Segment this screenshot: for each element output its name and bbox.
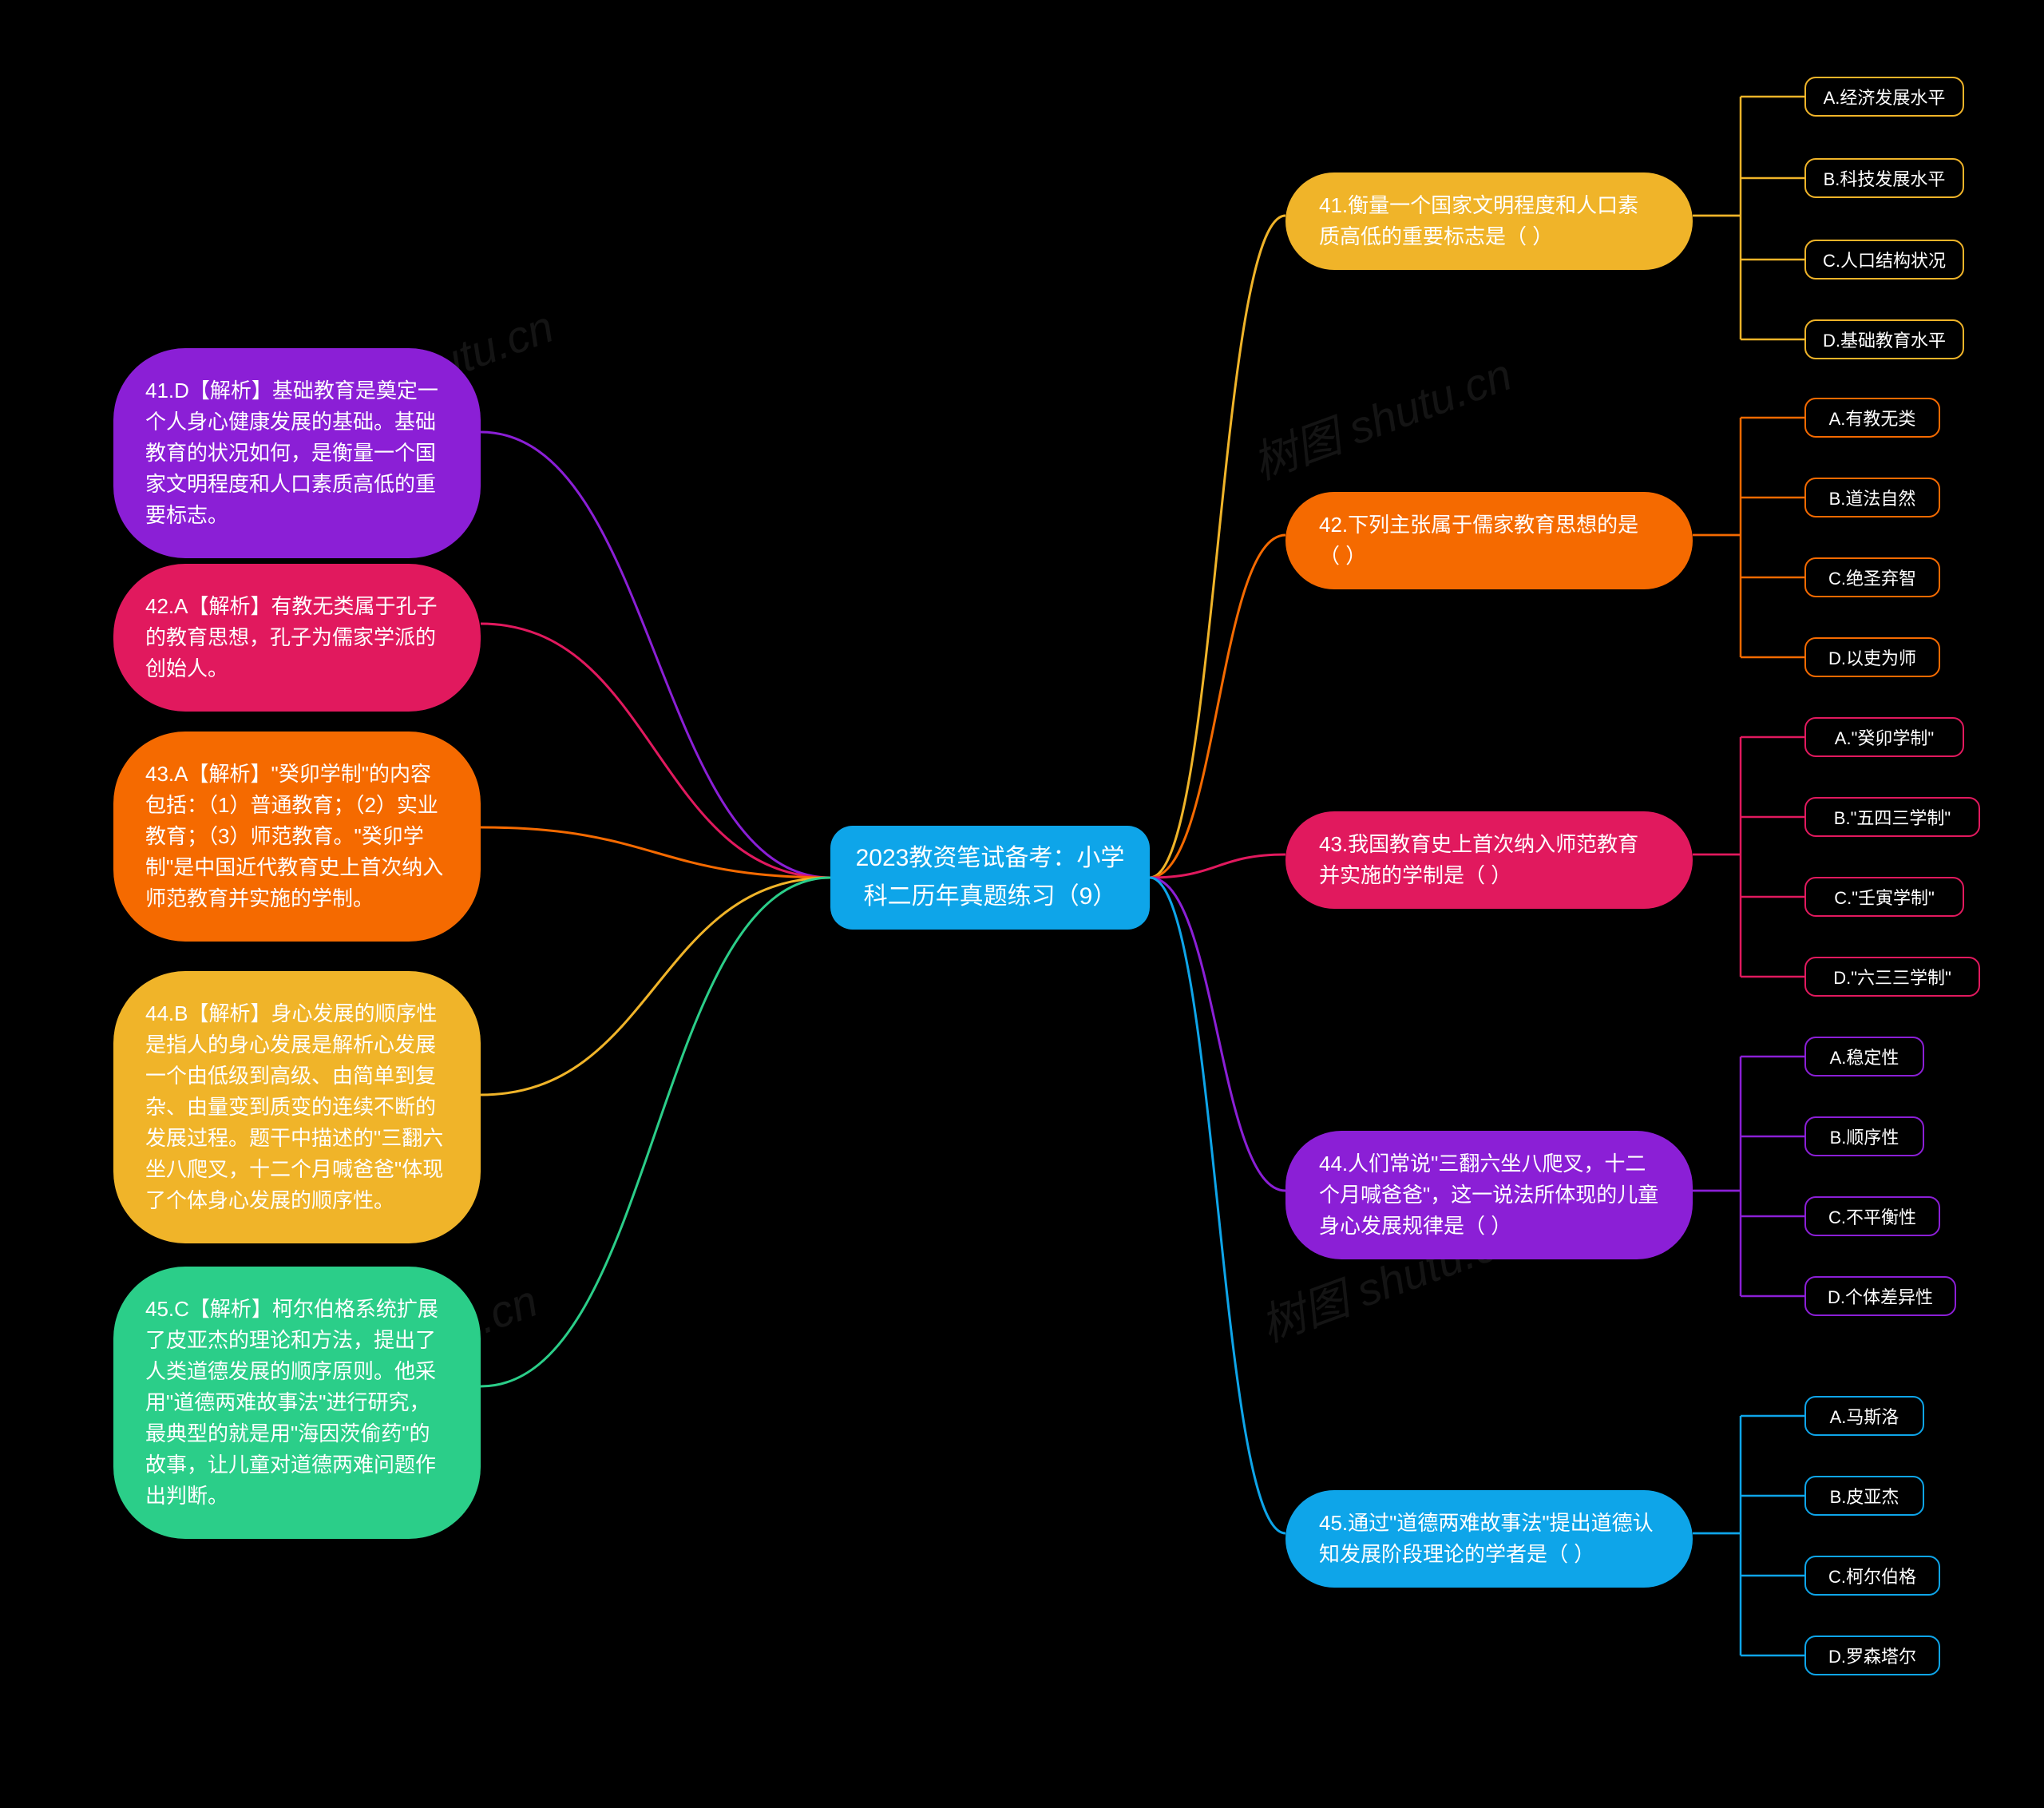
- q45-node: 45.通过"道德两难故事法"提出道德认知发展阶段理论的学者是（ ）: [1285, 1490, 1693, 1588]
- q44-opt-0: A.稳定性: [1804, 1037, 1924, 1076]
- a43-node: 43.A【解析】"癸卯学制"的内容包括：（1）普通教育；（2）实业教育；（3）师…: [113, 732, 481, 942]
- q45-opt-3: D.罗森塔尔: [1804, 1636, 1940, 1675]
- q41-opt-1: B.科技发展水平: [1804, 158, 1964, 198]
- q42-opt-2: C.绝圣弃智: [1804, 557, 1940, 597]
- a44-node: 44.B【解析】身心发展的顺序性是指人的身心发展是解析心发展一个由低级到高级、由…: [113, 971, 481, 1243]
- q45-opt-1: B.皮亚杰: [1804, 1476, 1924, 1516]
- center-node: 2023教资笔试备考：小学科二历年真题练习（9）: [830, 826, 1150, 930]
- q45-opt-2: C.柯尔伯格: [1804, 1556, 1940, 1596]
- q44-opt-1: B.顺序性: [1804, 1116, 1924, 1156]
- q41-opt-0: A.经济发展水平: [1804, 77, 1964, 117]
- q42-node: 42.下列主张属于儒家教育思想的是（ ）: [1285, 492, 1693, 589]
- q44-node: 44.人们常说"三翻六坐八爬叉，十二个月喊爸爸"，这一说法所体现的儿童身心发展规…: [1285, 1131, 1693, 1259]
- q43-opt-1: B."五四三学制": [1804, 797, 1980, 837]
- q42-opt-0: A.有教无类: [1804, 398, 1940, 438]
- q42-opt-1: B.道法自然: [1804, 478, 1940, 517]
- q43-opt-3: D."六三三学制": [1804, 957, 1980, 997]
- a41-node: 41.D【解析】基础教育是奠定一个人身心健康发展的基础。基础教育的状况如何，是衡…: [113, 348, 481, 558]
- q41-opt-2: C.人口结构状况: [1804, 240, 1964, 280]
- q44-opt-3: D.个体差异性: [1804, 1276, 1956, 1316]
- q43-opt-2: C."壬寅学制": [1804, 877, 1964, 917]
- q43-opt-0: A."癸卯学制": [1804, 717, 1964, 757]
- q44-opt-2: C.不平衡性: [1804, 1196, 1940, 1236]
- q43-node: 43.我国教育史上首次纳入师范教育并实施的学制是（ ）: [1285, 811, 1693, 909]
- a45-node: 45.C【解析】柯尔伯格系统扩展了皮亚杰的理论和方法，提出了人类道德发展的顺序原…: [113, 1267, 481, 1539]
- q41-node: 41.衡量一个国家文明程度和人口素质高低的重要标志是（ ）: [1285, 172, 1693, 270]
- watermark: 树图 shutu.cn: [1242, 339, 1519, 492]
- q42-opt-3: D.以吏为师: [1804, 637, 1940, 677]
- a42-node: 42.A【解析】有教无类属于孔子的教育思想，孔子为儒家学派的创始人。: [113, 564, 481, 712]
- q41-opt-3: D.基础教育水平: [1804, 319, 1964, 359]
- q45-opt-0: A.马斯洛: [1804, 1396, 1924, 1436]
